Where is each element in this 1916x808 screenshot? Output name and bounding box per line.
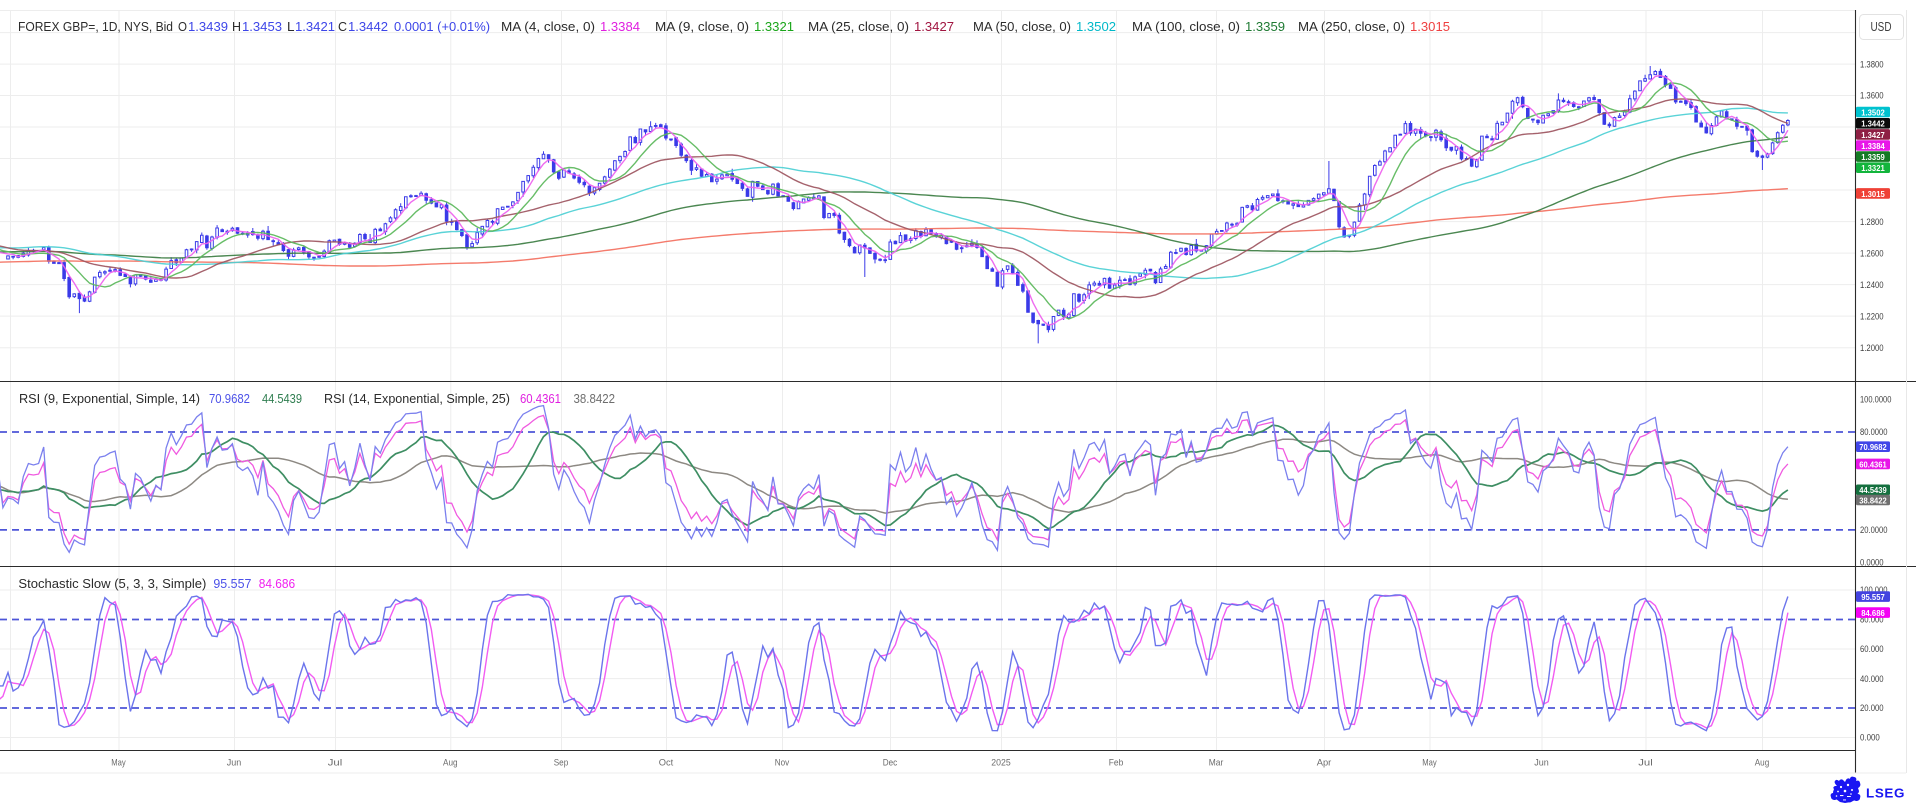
svg-text:1.2200: 1.2200 xyxy=(1860,311,1884,321)
svg-text:Apr: Apr xyxy=(1317,758,1332,768)
svg-text:1.3421: 1.3421 xyxy=(295,19,335,34)
svg-text:May: May xyxy=(111,758,126,768)
svg-text:1.3453: 1.3453 xyxy=(242,19,282,34)
svg-text:MA (250, close, 0): MA (250, close, 0) xyxy=(1298,19,1405,34)
svg-text:MA (4, close, 0): MA (4, close, 0) xyxy=(501,19,595,34)
svg-text:1.2400: 1.2400 xyxy=(1860,280,1884,290)
svg-text:Aug: Aug xyxy=(443,758,458,768)
svg-text:1.3600: 1.3600 xyxy=(1860,91,1884,101)
svg-text:2025: 2025 xyxy=(991,758,1010,768)
svg-text:Mar: Mar xyxy=(1209,758,1224,768)
svg-text:0.000: 0.000 xyxy=(1860,733,1880,743)
svg-text:May: May xyxy=(1422,758,1437,768)
svg-text:Aug: Aug xyxy=(1755,758,1770,768)
svg-text:MA (50, close, 0): MA (50, close, 0) xyxy=(973,19,1071,34)
svg-text:Jun: Jun xyxy=(1534,758,1549,768)
svg-text:LSEG: LSEG xyxy=(1866,786,1905,801)
svg-text:1.3442: 1.3442 xyxy=(348,19,388,34)
svg-text:Sep: Sep xyxy=(554,758,569,768)
svg-text:1.2600: 1.2600 xyxy=(1860,248,1884,258)
svg-text:40.000: 40.000 xyxy=(1860,674,1884,684)
svg-text:Stochastic Slow (5, 3, 3, Simp: Stochastic Slow (5, 3, 3, Simple) xyxy=(18,576,206,591)
svg-text:95.557: 95.557 xyxy=(1861,592,1885,602)
svg-text:20.000: 20.000 xyxy=(1860,703,1884,713)
svg-text:1.3439: 1.3439 xyxy=(188,19,228,34)
svg-text:95.557: 95.557 xyxy=(213,576,251,591)
svg-text:RSI (14, Exponential, Simple,: RSI (14, Exponential, Simple, 25) xyxy=(324,391,510,406)
svg-text:L: L xyxy=(287,19,295,34)
svg-text:H: H xyxy=(232,19,241,34)
svg-text:100.0000: 100.0000 xyxy=(1860,395,1891,405)
svg-text:70.9682: 70.9682 xyxy=(1859,442,1887,452)
svg-text:1.2800: 1.2800 xyxy=(1860,217,1884,227)
svg-text:1.3015: 1.3015 xyxy=(1410,19,1450,34)
svg-text:1.3442: 1.3442 xyxy=(1861,119,1885,129)
svg-text:1.3359: 1.3359 xyxy=(1245,19,1285,34)
svg-text:0.0000: 0.0000 xyxy=(1860,558,1884,568)
svg-text:MA (100, close, 0): MA (100, close, 0) xyxy=(1132,19,1240,34)
svg-text:O: O xyxy=(178,19,187,34)
svg-text:MA (9, close, 0): MA (9, close, 0) xyxy=(655,19,749,34)
svg-text:1.3321: 1.3321 xyxy=(754,19,794,34)
svg-text:38.8422: 38.8422 xyxy=(1859,495,1887,505)
svg-text:84.686: 84.686 xyxy=(259,576,296,591)
svg-text:Jul: Jul xyxy=(1638,758,1653,768)
svg-text:1.3800: 1.3800 xyxy=(1860,59,1884,69)
svg-text:Jun: Jun xyxy=(227,758,242,768)
svg-text:Feb: Feb xyxy=(1109,758,1124,768)
svg-text:0.0001 (+0.01%): 0.0001 (+0.01%) xyxy=(394,19,490,34)
svg-text:Jul: Jul xyxy=(328,758,343,768)
svg-text:60.000: 60.000 xyxy=(1860,644,1884,654)
svg-text:1.3015: 1.3015 xyxy=(1861,189,1885,199)
svg-text:1.3502: 1.3502 xyxy=(1861,107,1885,117)
svg-text:1.3427: 1.3427 xyxy=(1861,130,1885,140)
svg-text:Oct: Oct xyxy=(659,758,674,768)
svg-text:MA (25, close, 0): MA (25, close, 0) xyxy=(808,19,909,34)
svg-text:60.4361: 60.4361 xyxy=(1859,459,1887,469)
svg-text:38.8422: 38.8422 xyxy=(574,391,616,406)
svg-text:44.5439: 44.5439 xyxy=(262,391,302,406)
svg-text:1.3384: 1.3384 xyxy=(1861,141,1885,151)
svg-text:1.2000: 1.2000 xyxy=(1860,343,1884,353)
svg-text:USD: USD xyxy=(1871,19,1892,34)
svg-text:84.686: 84.686 xyxy=(1861,608,1885,618)
svg-text:FOREX GBP=, 1D, NYS, Bid: FOREX GBP=, 1D, NYS, Bid xyxy=(18,19,173,34)
svg-text:60.4361: 60.4361 xyxy=(520,391,561,406)
svg-text:1.3384: 1.3384 xyxy=(600,19,640,34)
svg-text:Nov: Nov xyxy=(775,758,790,768)
svg-text:1.3427: 1.3427 xyxy=(914,19,954,34)
svg-text:80.000: 80.000 xyxy=(1860,615,1884,625)
svg-text:70.9682: 70.9682 xyxy=(209,391,250,406)
svg-text:20.0000: 20.0000 xyxy=(1860,525,1888,535)
svg-text:80.0000: 80.0000 xyxy=(1860,427,1888,437)
svg-text:1.3321: 1.3321 xyxy=(1861,163,1885,173)
svg-text:100.000: 100.000 xyxy=(1860,585,1888,595)
svg-text:RSI (9, Exponential, Simple, 1: RSI (9, Exponential, Simple, 14) xyxy=(19,391,200,406)
svg-text:C: C xyxy=(338,19,347,34)
svg-text:1.3359: 1.3359 xyxy=(1861,152,1885,162)
svg-text:Dec: Dec xyxy=(883,758,898,768)
svg-text:44.5439: 44.5439 xyxy=(1859,485,1887,495)
svg-text:1.3502: 1.3502 xyxy=(1076,19,1116,34)
